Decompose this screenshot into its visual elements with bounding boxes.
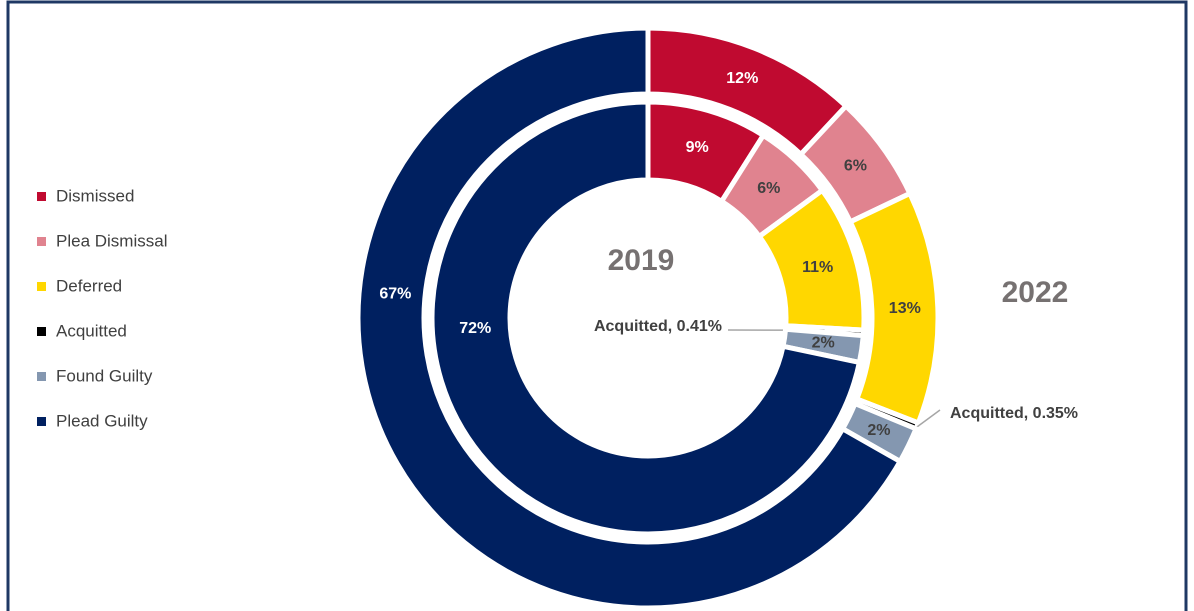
value-label: 12%: [726, 70, 758, 87]
legend-swatch: [37, 237, 46, 246]
value-label: 2%: [812, 335, 835, 352]
value-label: 6%: [844, 157, 867, 174]
donut-segment: [429, 99, 863, 537]
legend-label: Dismissed: [56, 186, 134, 205]
value-label: 72%: [459, 320, 491, 337]
legend-label: Acquitted: [56, 321, 127, 340]
legend-swatch: [37, 282, 46, 291]
series-label: 2022: [1002, 276, 1069, 309]
value-label: 9%: [686, 139, 709, 156]
legend-swatch: [37, 192, 46, 201]
value-label: 11%: [802, 259, 833, 276]
value-label: 67%: [379, 286, 411, 303]
legend-label: Plead Guilty: [56, 411, 148, 430]
value-label: Acquitted, 0.35%: [950, 405, 1078, 422]
value-label: 2%: [867, 422, 890, 439]
legend-label: Deferred: [56, 276, 122, 295]
legend-label: Plea Dismissal: [56, 231, 167, 250]
value-label: 13%: [889, 300, 921, 317]
legend-label: Found Guilty: [56, 366, 153, 385]
legend-swatch: [37, 372, 46, 381]
value-label: 6%: [757, 180, 780, 197]
series-label: 2019: [608, 244, 675, 277]
value-label: Acquitted, 0.41%: [594, 318, 722, 335]
donut-segment: [355, 25, 904, 611]
legend-swatch: [37, 417, 46, 426]
legend-swatch: [37, 327, 46, 336]
